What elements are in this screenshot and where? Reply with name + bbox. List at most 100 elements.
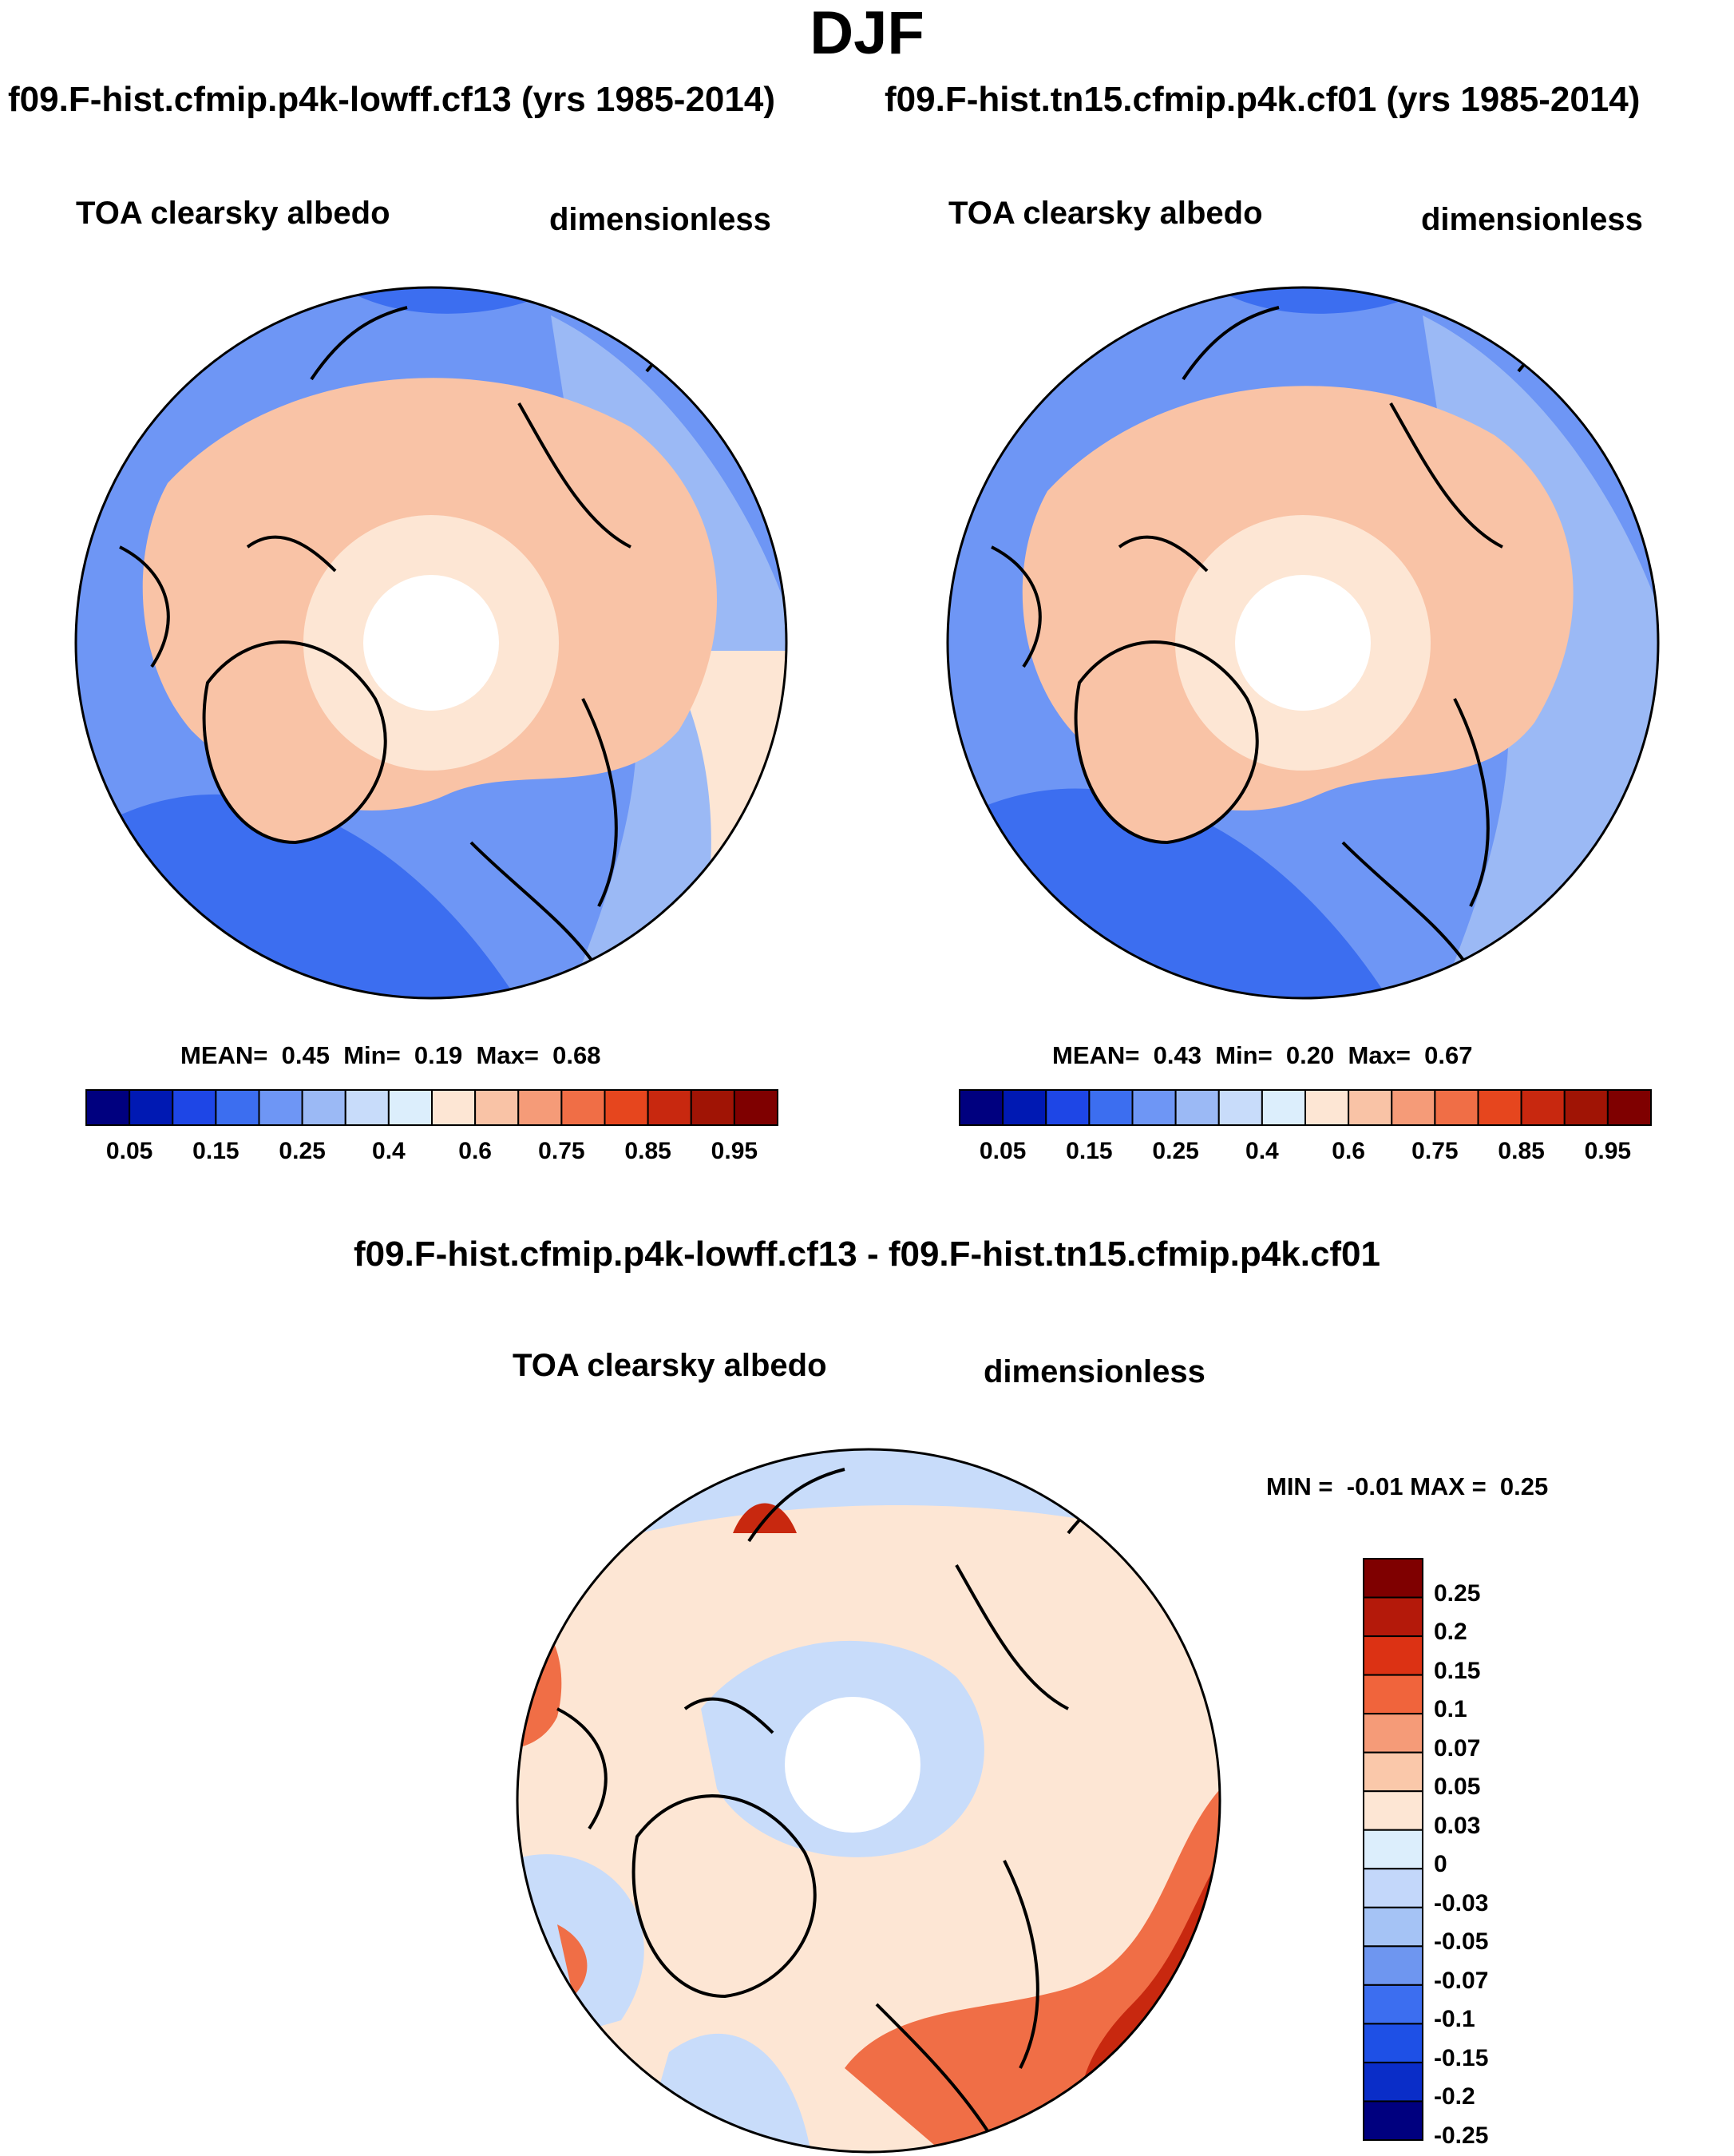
max-label: Max= [1348, 1041, 1411, 1069]
diff-units: dimensionless [984, 1354, 1205, 1389]
colorbar-diff-swatch [1363, 1945, 1423, 1986]
panel-left-case-title: f09.F-hist.cfmip.p4k-lowff.cf13 (yrs 198… [8, 80, 775, 119]
colorbar-left-swatch [172, 1089, 217, 1126]
season-title: DJF [810, 0, 924, 67]
colorbar-left [85, 1089, 778, 1126]
min-label: MIN = [1266, 1472, 1333, 1500]
colorbar-right-swatch [1348, 1089, 1393, 1126]
colorbar-right-swatch [1304, 1089, 1350, 1126]
colorbar-diff-swatch [1363, 2023, 1423, 2063]
colorbar-right-tick-label: 0.6 [1332, 1138, 1365, 1164]
colorbar-left-swatch [474, 1089, 520, 1126]
colorbar-diff-tick-label: -0.05 [1434, 1928, 1489, 1956]
min-value: -0.01 [1346, 1472, 1403, 1500]
colorbar-left-swatch [258, 1089, 303, 1126]
colorbar-left-swatch [301, 1089, 346, 1126]
colorbar-right-swatch [1174, 1089, 1220, 1126]
panel-right-case-title: f09.F-hist.tn15.cfmip.p4k.cf01 (yrs 1985… [885, 80, 1641, 119]
colorbar-left-swatch [344, 1089, 390, 1126]
colorbar-right-swatch [1391, 1089, 1436, 1126]
min-label: Min= [343, 1041, 401, 1069]
colorbar-left-swatch [560, 1089, 606, 1126]
map-left-greenland-coast [202, 640, 387, 845]
colorbar-diff-tick-label: -0.07 [1434, 1967, 1489, 1994]
colorbar-right [959, 1089, 1652, 1126]
min-value: 0.19 [414, 1041, 463, 1069]
colorbar-diff-swatch [1363, 1790, 1423, 1831]
colorbar-diff-tick-label: -0.1 [1434, 2006, 1475, 2033]
colorbar-diff-swatch [1363, 1868, 1423, 1908]
min-value: 0.20 [1285, 1041, 1335, 1069]
colorbar-right-swatch [1002, 1089, 1047, 1126]
colorbar-left-tick-label: 0.75 [538, 1138, 585, 1164]
colorbar-diff [1363, 1558, 1423, 2142]
max-label: Max= [476, 1041, 539, 1069]
map-right-coastlines [991, 298, 1600, 972]
colorbar-right-tick-label: 0.75 [1411, 1138, 1459, 1164]
colorbar-left-swatch [129, 1089, 174, 1126]
colorbar-diff-tick-label: 0.25 [1434, 1579, 1481, 1607]
max-value: 0.68 [552, 1041, 601, 1069]
colorbar-right-tick-label: 0.95 [1584, 1138, 1632, 1164]
max-value: 0.67 [1424, 1041, 1473, 1069]
colorbar-right-tick-label: 0.25 [1152, 1138, 1199, 1164]
colorbar-diff-swatch [1363, 1829, 1423, 1870]
colorbar-right-swatch [1520, 1089, 1566, 1126]
colorbar-left-tick-label: 0.05 [105, 1138, 153, 1164]
colorbar-left-swatch [647, 1089, 692, 1126]
colorbar-diff-swatch [1363, 2100, 1423, 2142]
colorbar-left-swatch [517, 1089, 563, 1126]
map-right-greenland-coast [1074, 640, 1259, 845]
colorbar-diff-swatch [1363, 1635, 1423, 1676]
colorbar-diff-swatch [1363, 1674, 1423, 1715]
colorbar-left-swatch [85, 1089, 131, 1126]
colorbar-right-tick-label: 0.85 [1498, 1138, 1545, 1164]
colorbar-diff-tick-label: 0.1 [1434, 1696, 1467, 1723]
colorbar-left-tick-label: 0.25 [279, 1138, 326, 1164]
colorbar-right-tick-label: 0.05 [979, 1138, 1027, 1164]
map-left-border [74, 286, 788, 1000]
colorbar-right-swatch [1088, 1089, 1134, 1126]
colorbar-diff-ticks: 0.25 0.2 0.15 0.1 0.07 0.05 0.03 0 -0.03 -0.05 -0.… [1434, 1557, 1530, 2149]
colorbar-right-swatch [1131, 1089, 1177, 1126]
diff-variable: TOA clearsky albedo [513, 1348, 827, 1383]
colorbar-diff-tick-label: -0.2 [1434, 2083, 1475, 2110]
map-left [74, 286, 788, 1000]
mean-label: MEAN= [1052, 1041, 1140, 1069]
colorbar-diff-tick-label: 0.2 [1434, 1619, 1467, 1646]
colorbar-diff-tick-label: 0.07 [1434, 1734, 1481, 1762]
colorbar-right-ticks: 0.05 0.15 0.25 0.4 0.6 0.75 0.85 0.95 [958, 1138, 1653, 1170]
colorbar-left-tick-label: 0.4 [372, 1138, 406, 1164]
colorbar-right-swatch [1606, 1089, 1652, 1126]
colorbar-right-tick-label: 0.15 [1066, 1138, 1113, 1164]
max-value: 0.25 [1499, 1472, 1549, 1500]
colorbar-left-swatch [690, 1089, 735, 1126]
map-diff-greenland-coast [631, 1794, 817, 1999]
panel-right-variable: TOA clearsky albedo [948, 196, 1263, 231]
colorbar-diff-tick-label: -0.03 [1434, 1889, 1489, 1916]
colorbar-diff-tick-label: 0.03 [1434, 1812, 1481, 1839]
map-right-border [946, 286, 1660, 1000]
colorbar-right-swatch [1477, 1089, 1522, 1126]
map-diff-rockies [557, 1924, 588, 1996]
colorbar-left-swatch [431, 1089, 477, 1126]
colorbar-left-tick-label: 0.6 [458, 1138, 492, 1164]
colorbar-right-swatch [1045, 1089, 1091, 1126]
colorbar-right-tick-label: 0.4 [1245, 1138, 1279, 1164]
diff-title: f09.F-hist.cfmip.p4k-lowff.cf13 - f09.F-… [353, 1235, 1381, 1274]
colorbar-right-swatch [1217, 1089, 1263, 1126]
colorbar-diff-swatch [1363, 2061, 1423, 2102]
colorbar-left-swatch [387, 1089, 433, 1126]
map-left-coastlines [119, 298, 728, 972]
map-diff [516, 1448, 1221, 2154]
colorbar-left-swatch [604, 1089, 649, 1126]
panel-left-variable: TOA clearsky albedo [76, 196, 390, 231]
map-right [946, 286, 1660, 1000]
panel-right-stats: MEAN= 0.43 Min= 0.20 Max= 0.67 [1052, 1041, 1473, 1070]
colorbar-diff-swatch [1363, 1558, 1423, 1599]
colorbar-left-tick-label: 0.85 [624, 1138, 671, 1164]
colorbar-diff-swatch [1363, 1906, 1423, 1948]
map-diff-coastlines [556, 1460, 1150, 2134]
panel-right-units: dimensionless [1421, 202, 1643, 237]
colorbar-diff-swatch [1363, 1596, 1423, 1638]
